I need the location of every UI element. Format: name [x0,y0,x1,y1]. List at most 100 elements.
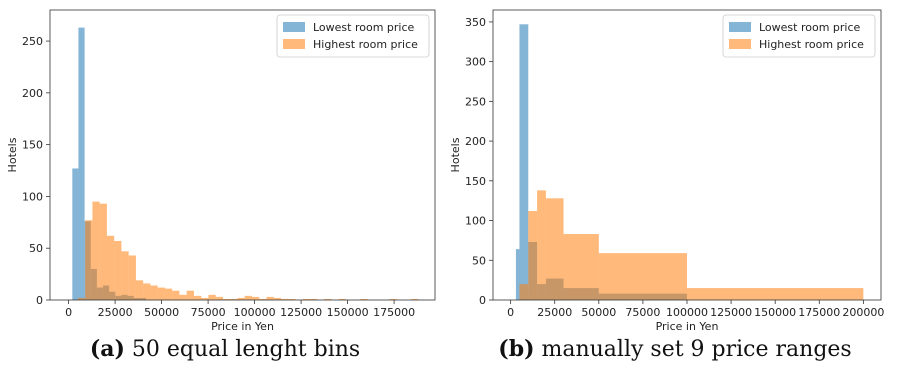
bar-a-highest-32 [324,298,332,300]
ytick-label-a-5: 250 [22,35,43,48]
bar-a-highest-22 [237,297,245,300]
bar-a-highest-0 [77,297,86,300]
xtick-label-b-8: 200000 [842,306,884,319]
legend-swatch-b-highest [729,39,751,49]
bar-a-highest-27 [273,297,281,300]
ytick-label-a-3: 150 [22,139,43,152]
xtick-label-a-6: 150000 [327,306,369,319]
legend-swatch-a-lowest [283,22,305,32]
legend-a: Lowest room price Highest room price [276,14,430,58]
bar-b-lowest-1 [519,24,529,301]
legend-box-a [276,14,430,58]
histogram-b: 0 25000 50000 75000 100000 125000 150000 175000… [449,9,884,333]
bar-a-highest-34 [360,298,368,300]
bar-b-highest-5 [598,253,687,300]
bar-b-highest-2 [537,190,546,300]
bar-a-highest-12 [164,288,173,300]
histogram-a: 0 25000 50000 75000 100000 125000 150000 175000… [6,9,436,333]
caption-b-label: (b) [498,336,535,362]
bar-a-highest-20 [222,298,231,300]
ytick-label-b-2: 100 [465,215,486,228]
bar-b-lowest-0 [515,249,520,300]
ytick-label-b-1: 50 [472,254,486,267]
legend-swatch-b-lowest [729,22,751,32]
xtick-label-a-5: 125000 [280,306,322,319]
xtick-label-a-3: 75000 [191,306,226,319]
ytick-label-a-2: 100 [22,190,43,203]
caption-b-text: manually set 9 price ranges [541,337,852,362]
ytick-label-a-0: 0 [36,294,43,307]
bar-a-highest-9 [143,283,151,300]
legend-label-b-lowest: Lowest room price [759,21,861,34]
bar-a-highest-5 [114,240,122,300]
bar-a-highest-31 [309,298,318,300]
panel-a: 0 25000 50000 75000 100000 125000 150000 175000… [0,9,450,362]
bar-a-highest-36 [411,298,419,300]
bar-a-highest-26 [266,296,274,300]
bar-a-highest-30 [302,298,310,300]
bar-a-highest-16 [193,295,202,300]
bar-a-highest-6 [121,251,129,300]
bar-a-highest-2 [92,201,100,300]
bars-a [72,27,419,300]
xtick-label-a-4: 100000 [234,306,276,319]
xtick-label-a-1: 25000 [98,306,133,319]
bar-a-highest-11 [157,287,165,300]
legend-b: Lowest room price Highest room price [722,14,876,58]
bar-a-highest-33 [338,298,346,300]
bars-b [515,24,864,301]
bar-a-highest-1 [85,220,93,300]
legend-swatch-a-highest [283,39,305,49]
bar-a-highest-3 [99,203,107,300]
bar-a-highest-8 [135,280,144,300]
xtick-label-b-1: 25000 [537,306,572,319]
ytick-label-a-1: 50 [29,242,43,255]
bar-b-highest-6 [687,288,864,300]
xtick-label-b-2: 50000 [581,306,616,319]
xlabel-b: Price in Yen [656,320,719,333]
xtick-label-b-6: 150000 [754,306,796,319]
ytick-label-b-3: 150 [465,175,486,188]
bar-a-highest-7 [128,255,136,300]
bar-a-lowest-1 [78,27,85,300]
bar-a-highest-28 [281,298,289,300]
bar-b-highest-3 [545,198,564,300]
xtick-label-b-4: 100000 [666,306,708,319]
bar-a-highest-19 [215,296,223,300]
legend-box-b [722,14,876,58]
bar-b-highest-0 [519,284,529,300]
plot-frame-a [49,9,436,301]
bar-a-highest-18 [208,294,216,300]
bar-b-highest-1 [528,211,538,300]
bar-a-highest-29 [288,298,296,300]
bar-a-highest-17 [201,297,209,300]
xtick-label-b-3: 75000 [625,306,660,319]
xtick-label-b-5: 125000 [710,306,752,319]
legend-label-b-highest: Highest room price [759,38,864,51]
xtick-label-a-7: 175000 [373,306,415,319]
caption-a: (a) 50 equal lenght bins [0,336,450,362]
bar-a-highest-4 [106,235,115,300]
legend-label-a-lowest: Lowest room price [313,21,415,34]
bar-a-highest-24 [251,296,260,300]
bar-a-highest-15 [186,290,194,300]
xtick-label-b-7: 175000 [798,306,840,319]
bar-a-highest-14 [179,294,187,300]
ylabel-b: Hotels [450,137,462,172]
ytick-label-b-0: 0 [479,294,486,307]
ytick-label-b-4: 200 [465,135,486,148]
xtick-label-b-0: 0 [507,306,514,319]
ytick-label-a-4: 200 [22,87,43,100]
bar-a-highest-25 [259,298,267,300]
ytick-label-b-6: 300 [465,56,486,69]
ylabel-a: Hotels [6,137,19,172]
ytick-label-b-5: 250 [465,95,486,108]
bar-a-highest-21 [230,298,238,300]
caption-b: (b) manually set 9 price ranges [450,336,900,362]
xtick-label-a-0: 0 [65,306,72,319]
bar-a-lowest-0 [72,168,79,300]
bar-a-highest-35 [389,298,397,300]
bar-b-highest-4 [563,234,599,300]
panel-b: 0 25000 50000 75000 100000 125000 150000 175000… [449,0,900,374]
caption-a-text: 50 equal lenght bins [131,337,361,362]
